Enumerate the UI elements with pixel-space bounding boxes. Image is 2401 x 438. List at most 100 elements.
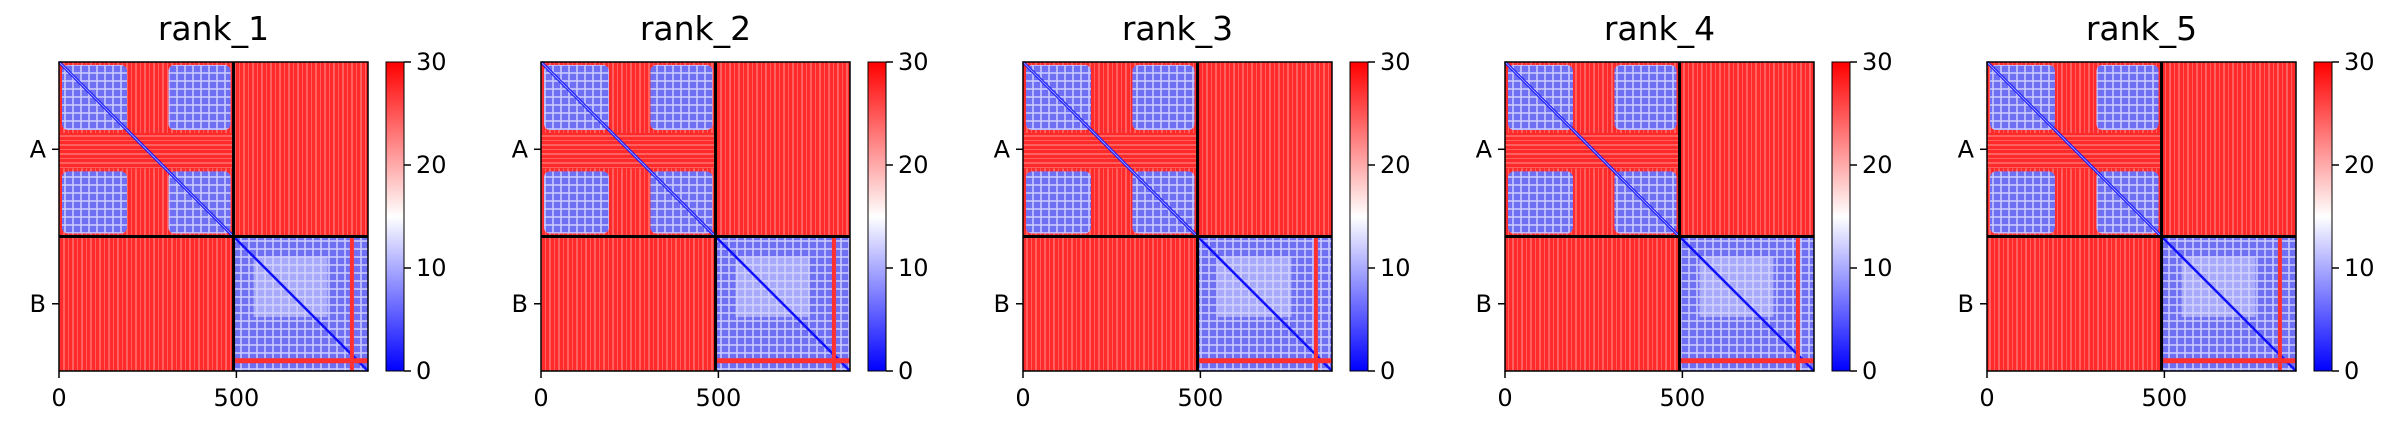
diagonal-line	[232, 235, 369, 372]
colorbar-tick-label: 30	[1380, 48, 1411, 76]
colorbar-tick-label: 0	[2344, 357, 2359, 385]
block-A-A	[1503, 60, 1681, 238]
low-error-region	[1990, 171, 2055, 234]
x-tick-label: 500	[1177, 384, 1223, 412]
y-tick-label: B	[1958, 290, 1974, 318]
y-tick-label: A	[512, 135, 529, 163]
panel-title: rank_2	[640, 9, 751, 48]
diagonal-highlight	[540, 61, 716, 237]
panel-4: rank_4 0 500 A B 0 10 20 30	[1476, 9, 1893, 412]
colorbar-tick-label: 10	[1862, 254, 1893, 282]
mid-error-patch	[1217, 256, 1292, 318]
y-tick-label: B	[512, 290, 528, 318]
diagonal-line	[1196, 235, 1333, 372]
panel-title: rank_3	[1122, 9, 1233, 48]
x-tick-label: 500	[213, 384, 259, 412]
colorbar-tick-label: 10	[416, 254, 447, 282]
colorbar-tick-label: 0	[416, 357, 431, 385]
plot-frame	[540, 61, 851, 372]
colorbar-tick-label: 20	[1862, 151, 1893, 179]
low-error-region	[1614, 65, 1677, 130]
block-A-A	[1985, 60, 2163, 238]
plot-frame	[1504, 61, 1815, 372]
plot-frame	[1986, 61, 2297, 372]
y-tick-label: A	[30, 135, 47, 163]
x-tick-label: 500	[2141, 384, 2187, 412]
colorbar-tick-label: 30	[898, 48, 929, 76]
mid-error-patch	[253, 256, 328, 318]
x-tick-label: 0	[1979, 384, 1994, 412]
y-tick-label: A	[994, 135, 1011, 163]
low-error-region	[544, 171, 609, 234]
colorbar-tick-label: 20	[416, 151, 447, 179]
x-tick-label: 0	[1497, 384, 1512, 412]
diagonal-highlight	[1504, 61, 1680, 237]
colorbar	[1349, 61, 1369, 372]
high-error-row	[2161, 358, 2296, 364]
y-tick-label: A	[1958, 135, 1975, 163]
high-error-row	[715, 358, 850, 364]
mid-error-patch	[735, 256, 810, 318]
low-error-region	[1508, 171, 1573, 234]
diagonal-line	[1678, 235, 1815, 372]
low-error-region	[168, 65, 231, 130]
y-tick-label: B	[1476, 290, 1492, 318]
block-A-A	[1021, 60, 1199, 238]
high-error-column	[1313, 236, 1318, 371]
colorbar-tick-label: 30	[2344, 48, 2375, 76]
low-error-region	[1132, 65, 1195, 130]
high-error-row	[233, 358, 368, 364]
block-A-A	[57, 60, 235, 238]
colorbar-tick-label: 0	[1380, 357, 1395, 385]
x-tick-label: 0	[1015, 384, 1030, 412]
x-tick-label: 0	[51, 384, 66, 412]
plot-frame	[1022, 61, 1333, 372]
diagonal-highlight	[1022, 61, 1198, 237]
x-tick-label: 0	[533, 384, 548, 412]
low-error-region	[62, 171, 127, 234]
high-error-row	[1197, 358, 1332, 364]
high-error-column	[1795, 236, 1800, 371]
diagonal-highlight	[58, 61, 234, 237]
colorbar-tick-label: 0	[898, 357, 913, 385]
colorbar	[385, 61, 405, 372]
diagonal-highlight	[1986, 61, 2162, 237]
high-error-column	[2277, 236, 2282, 371]
colorbar-tick-label: 10	[898, 254, 929, 282]
colorbar	[867, 61, 887, 372]
mid-error-patch	[1699, 256, 1774, 318]
high-error-column	[349, 236, 354, 371]
colorbar-tick-label: 30	[416, 48, 447, 76]
colorbar-tick-label: 10	[2344, 254, 2375, 282]
mid-error-patch	[2181, 256, 2256, 318]
colorbar	[1831, 61, 1851, 372]
colorbar-tick-label: 20	[2344, 151, 2375, 179]
diagonal-line	[714, 235, 851, 372]
panel-title: rank_4	[1604, 9, 1715, 48]
block-B-B	[1196, 235, 1333, 372]
block-B-B	[232, 235, 369, 372]
y-tick-label: B	[994, 290, 1010, 318]
colorbar-tick-label: 20	[898, 151, 929, 179]
block-B-B	[714, 235, 851, 372]
high-error-row	[1679, 358, 1814, 364]
panel-5: rank_5 0 500 A B 0 10 20 30	[1958, 9, 2375, 412]
y-tick-label: B	[30, 290, 46, 318]
low-error-region	[650, 65, 713, 130]
colorbar-tick-label: 20	[1380, 151, 1411, 179]
panel-3: rank_3 0 500 A B 0 10 20 30	[994, 9, 1411, 412]
panel-title: rank_5	[2086, 9, 2197, 48]
x-tick-label: 500	[1659, 384, 1705, 412]
low-error-region	[1026, 171, 1091, 234]
colorbar-tick-label: 10	[1380, 254, 1411, 282]
colorbar	[2313, 61, 2333, 372]
high-error-column	[831, 236, 836, 371]
colorbar-tick-label: 0	[1862, 357, 1877, 385]
diagonal-line	[2160, 235, 2297, 372]
x-tick-label: 500	[695, 384, 741, 412]
block-B-B	[2160, 235, 2297, 372]
block-A-A	[539, 60, 717, 238]
plot-frame	[58, 61, 369, 372]
panel-2: rank_2 0 500 A B 0 10 20 30	[512, 9, 929, 412]
